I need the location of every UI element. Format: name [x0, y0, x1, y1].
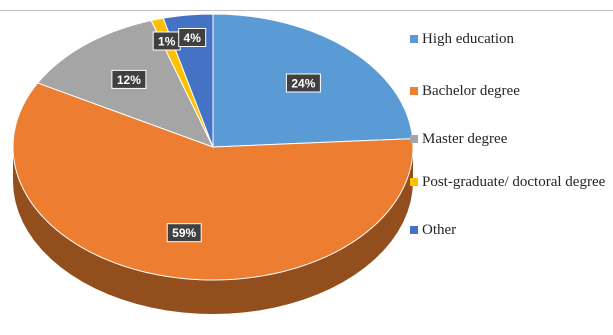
legend-label: Master degree — [422, 131, 508, 147]
legend-label: Bachelor degree — [422, 83, 520, 99]
data-label-high-education: 24% — [285, 73, 321, 93]
legend-swatch — [410, 135, 418, 143]
data-label-text: 59% — [172, 226, 196, 240]
legend: High education Bachelor degree Master de… — [410, 30, 610, 241]
data-label-bachelor-degree: 59% — [166, 223, 202, 243]
legend-item-other: Other — [410, 221, 610, 241]
legend-swatch — [410, 87, 418, 95]
pie-sides — [13, 147, 413, 314]
data-label-box — [111, 69, 147, 89]
legend-label: High education — [422, 31, 515, 47]
legend-item-bachelor-degree: Bachelor degree — [410, 82, 610, 130]
legend-swatch — [410, 178, 418, 186]
data-label-box — [285, 73, 321, 93]
data-label-box — [166, 223, 202, 243]
data-label-text: 4% — [184, 31, 202, 45]
pie-data-labels: 24% 59% 12% 1% 4% — [111, 28, 321, 243]
pie-top-faces — [12, 13, 414, 281]
data-label-text: 24% — [291, 77, 315, 91]
legend-label: Post-graduate/ doctoral degree — [422, 174, 606, 190]
data-label-box — [178, 28, 207, 47]
legend-item-post-graduate-doctoral-degree: Post-graduate/ doctoral degree — [410, 173, 610, 221]
legend-item-high-education: High education — [410, 30, 610, 82]
legend-swatch — [410, 35, 418, 43]
data-label-other: 4% — [178, 28, 207, 47]
pie-slice-bachelor-degree — [12, 82, 414, 281]
top-divider — [0, 10, 613, 11]
data-label-post-graduate-doctoral-degree: 1% — [152, 31, 181, 51]
legend-label: Other — [422, 222, 457, 238]
legend-item-master-degree: Master degree — [410, 130, 610, 173]
data-label-text: 12% — [117, 73, 141, 87]
data-label-master-degree: 12% — [111, 69, 147, 89]
pie-side-bachelor-degree — [13, 147, 413, 314]
legend-swatch — [410, 226, 418, 234]
data-label-text: 1% — [158, 35, 176, 49]
